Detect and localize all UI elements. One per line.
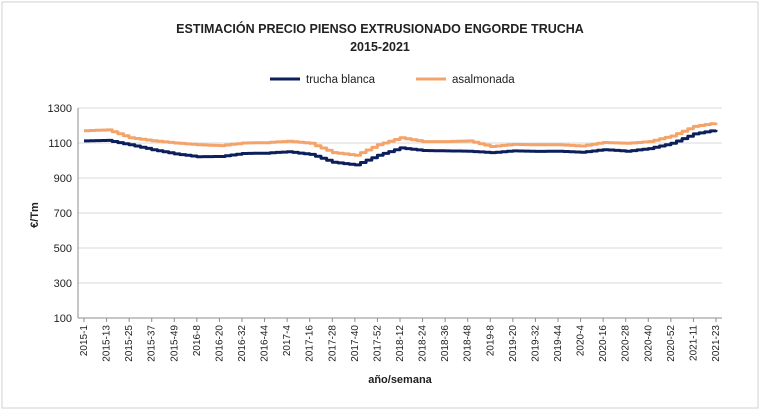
x-tick-label: 2019-8	[485, 325, 496, 357]
x-tick-label: 2018-48	[463, 325, 474, 362]
x-tick-label: 2019-32	[530, 325, 541, 362]
series-layer	[84, 122, 718, 167]
x-tick-label: 2015-13	[102, 325, 113, 362]
x-tick-label: 2015-37	[147, 325, 158, 362]
x-tick-label: 2020-4	[576, 325, 587, 357]
y-tick-label: 300	[54, 278, 72, 290]
y-tick-label: 500	[54, 243, 72, 255]
x-tick-label: 2020-16	[598, 325, 609, 362]
x-tick-label: 2021-23	[711, 325, 722, 362]
x-tick-label: 2015-25	[124, 325, 135, 362]
x-tick-label: 2016-20	[214, 325, 225, 362]
x-tick-label: 2020-52	[666, 325, 677, 362]
y-axis: 100 300 500 700 900 1100 1300	[48, 103, 79, 325]
x-axis-label: año/semana	[368, 374, 432, 386]
series-line-asalmonada	[84, 122, 718, 157]
x-tick-label: 2018-12	[395, 325, 406, 362]
series-line-trucha-blanca	[84, 129, 718, 167]
x-tick-label: 2019-20	[508, 325, 519, 362]
x-tick-label: 2017-52	[372, 325, 383, 362]
x-tick-label: 2018-24	[418, 325, 429, 362]
x-tick-label: 2020-28	[621, 325, 632, 362]
legend-label: asalmonada	[452, 74, 515, 86]
y-tick-label: 900	[54, 173, 72, 185]
x-tick-label: 2015-1	[79, 325, 90, 357]
y-tick-label: 1300	[48, 103, 72, 115]
x-tick-label: 2020-40	[643, 325, 654, 362]
chart-subtitle: 2015-2021	[350, 40, 410, 54]
x-tick-label: 2018-36	[440, 325, 451, 362]
x-tick-label: 2019-44	[553, 325, 564, 362]
y-tick-label: 700	[54, 208, 72, 220]
x-tick-label: 2015-49	[169, 325, 180, 362]
legend: trucha blanca asalmonada	[270, 74, 515, 86]
x-tick-label: 2017-16	[305, 325, 316, 362]
x-tick-label: 2017-28	[327, 325, 338, 362]
x-tick-label: 2016-44	[260, 325, 271, 362]
y-tick-label: 100	[54, 313, 72, 325]
chart-frame	[1, 1, 759, 409]
x-tick-label: 2021-11	[688, 325, 699, 361]
x-tick-label: 2017-40	[350, 325, 361, 362]
y-axis-label: €/Tm	[29, 202, 41, 228]
x-tick-label: 2017-4	[282, 325, 293, 357]
y-tick-label: 1100	[48, 138, 72, 150]
x-tick-label: 2016-32	[237, 325, 248, 362]
x-tick-label: 2016-8	[192, 325, 203, 357]
legend-label: trucha blanca	[306, 74, 376, 86]
chart-title: ESTIMACIÓN PRECIO PIENSO EXTRUSIONADO EN…	[176, 21, 584, 36]
x-axis: 2015-1 2015-13 2015-25 2015-37 2015-49 2016-8…	[78, 317, 722, 362]
